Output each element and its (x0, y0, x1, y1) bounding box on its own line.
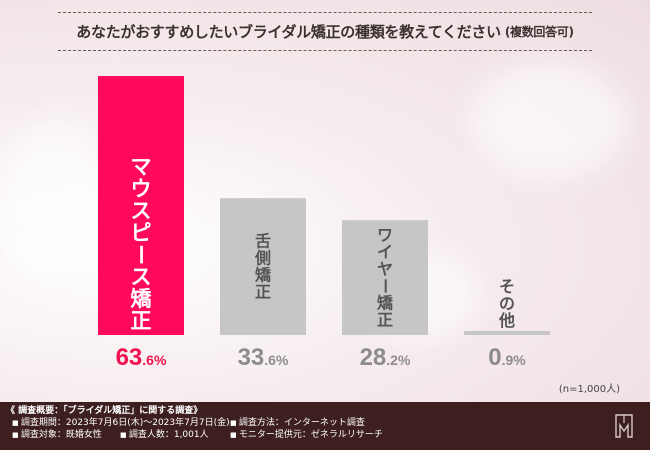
survey-footer: 《 調査概要：「ブライダル矯正」に関する調査》 調査期間：2023年7月6日(木… (0, 402, 650, 450)
bar-label-char: ー (129, 244, 153, 265)
survey-heading: 《 調査概要：「ブライダル矯正」に関する調査》 (6, 406, 203, 416)
chart-title: あなたがおすすめしたいブライダル矯正の種類を教えてください (複数回答可) (58, 12, 592, 51)
survey-count: 調査人数：1,001人 (120, 430, 209, 442)
bar-label-3: その他 (498, 277, 515, 330)
bar-0 (98, 76, 184, 336)
bar-2 (342, 220, 428, 335)
survey-target: 調査対象：既婚女性 (12, 430, 102, 442)
chart-title-note: (複数回答可) (504, 25, 574, 39)
value-label-0: 63.6% (116, 344, 167, 371)
bar-label-0: マウスピ ス矯正 (131, 155, 152, 333)
bar-3 (464, 331, 550, 335)
tooth-logo-icon (615, 414, 633, 438)
survey-provider: モニター提供元：ゼネラルリサーチ (230, 430, 383, 442)
background-bokeh (470, 60, 630, 180)
bar-1 (220, 198, 306, 335)
sample-size-note: (n=1,000人) (558, 384, 620, 395)
value-label-3: 0.9% (488, 344, 526, 371)
bar-label-2: ワイヤ 矯正 (376, 226, 394, 330)
background-bokeh (0, 120, 110, 280)
value-label-1: 33.6% (238, 344, 289, 371)
value-label-2: 28.2% (360, 344, 411, 371)
chart-title-text: あなたがおすすめしたいブライダル矯正の種類を教えてください (76, 23, 501, 41)
survey-method: 調査方法：インターネット調査 (230, 418, 365, 430)
bar-label-char: ー (375, 278, 394, 294)
survey-period: 調査期間：2023年7月6日(木)～2023年7月7日(金) (12, 418, 230, 430)
bar-label-1: 舌側矯正 (254, 232, 272, 302)
